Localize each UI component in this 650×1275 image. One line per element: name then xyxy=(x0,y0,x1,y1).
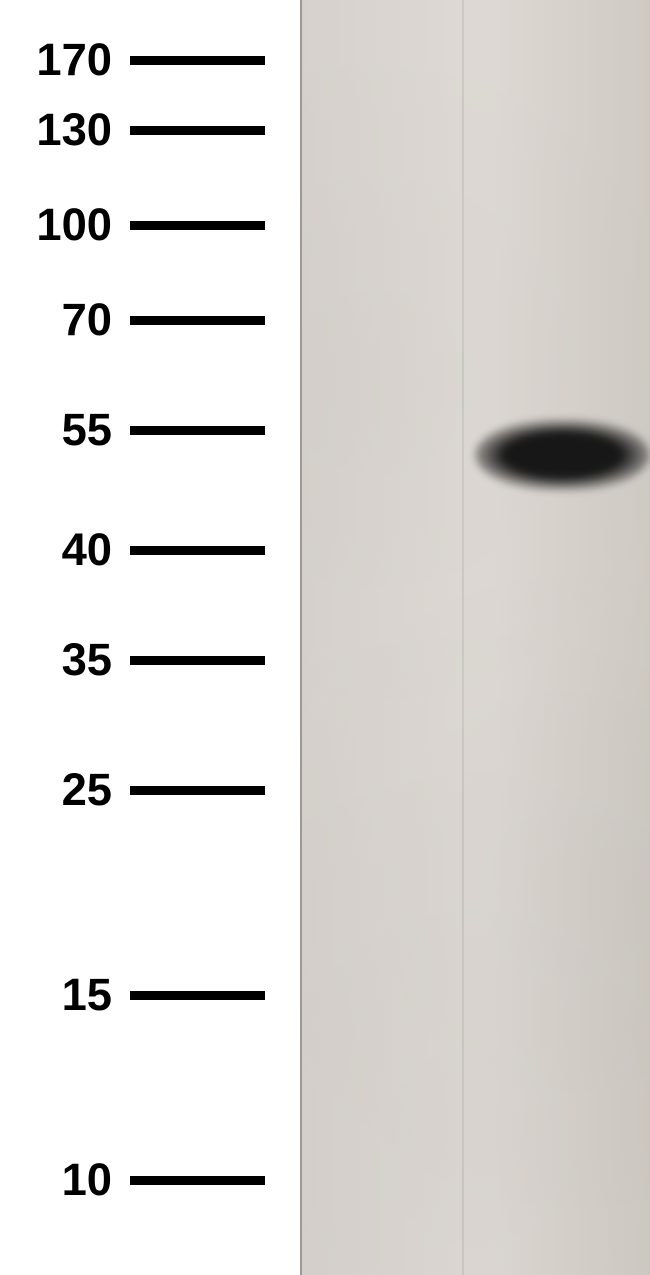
marker-label-15kda: 15 xyxy=(0,969,130,1021)
lane-2-sample-band-52 xyxy=(475,419,650,491)
molecular-weight-ladder: 170 130 100 70 55 40 35 25 15 10 xyxy=(0,0,300,1275)
marker-row-40: 40 xyxy=(0,516,300,584)
marker-row-10: 10 xyxy=(0,1146,300,1214)
marker-row-70: 70 xyxy=(0,286,300,354)
marker-label-10kda: 10 xyxy=(0,1154,130,1206)
marker-row-15: 15 xyxy=(0,961,300,1029)
marker-tick-25kda xyxy=(130,786,265,795)
marker-label-25kda: 25 xyxy=(0,764,130,816)
marker-row-35: 35 xyxy=(0,626,300,694)
marker-label-130kda: 130 xyxy=(0,104,130,156)
marker-tick-35kda xyxy=(130,656,265,665)
marker-tick-70kda xyxy=(130,316,265,325)
marker-tick-10kda xyxy=(130,1176,265,1185)
lane-divider xyxy=(462,0,464,1275)
marker-row-55: 55 xyxy=(0,396,300,464)
marker-row-130: 130 xyxy=(0,96,300,164)
marker-tick-15kda xyxy=(130,991,265,1000)
marker-row-100: 100 xyxy=(0,191,300,259)
marker-tick-130kda xyxy=(130,126,265,135)
marker-label-55kda: 55 xyxy=(0,404,130,456)
membrane-texture xyxy=(302,0,649,1275)
marker-tick-55kda xyxy=(130,426,265,435)
marker-label-170kda: 170 xyxy=(0,34,130,86)
western-blot-figure: 170 130 100 70 55 40 35 25 15 10 xyxy=(0,0,650,1275)
marker-label-100kda: 100 xyxy=(0,199,130,251)
marker-label-40kda: 40 xyxy=(0,524,130,576)
marker-tick-100kda xyxy=(130,221,265,230)
marker-label-35kda: 35 xyxy=(0,634,130,686)
marker-row-170: 170 xyxy=(0,26,300,94)
marker-tick-40kda xyxy=(130,546,265,555)
marker-label-70kda: 70 xyxy=(0,294,130,346)
blot-membrane xyxy=(300,0,650,1275)
marker-row-25: 25 xyxy=(0,756,300,824)
marker-tick-170kda xyxy=(130,56,265,65)
